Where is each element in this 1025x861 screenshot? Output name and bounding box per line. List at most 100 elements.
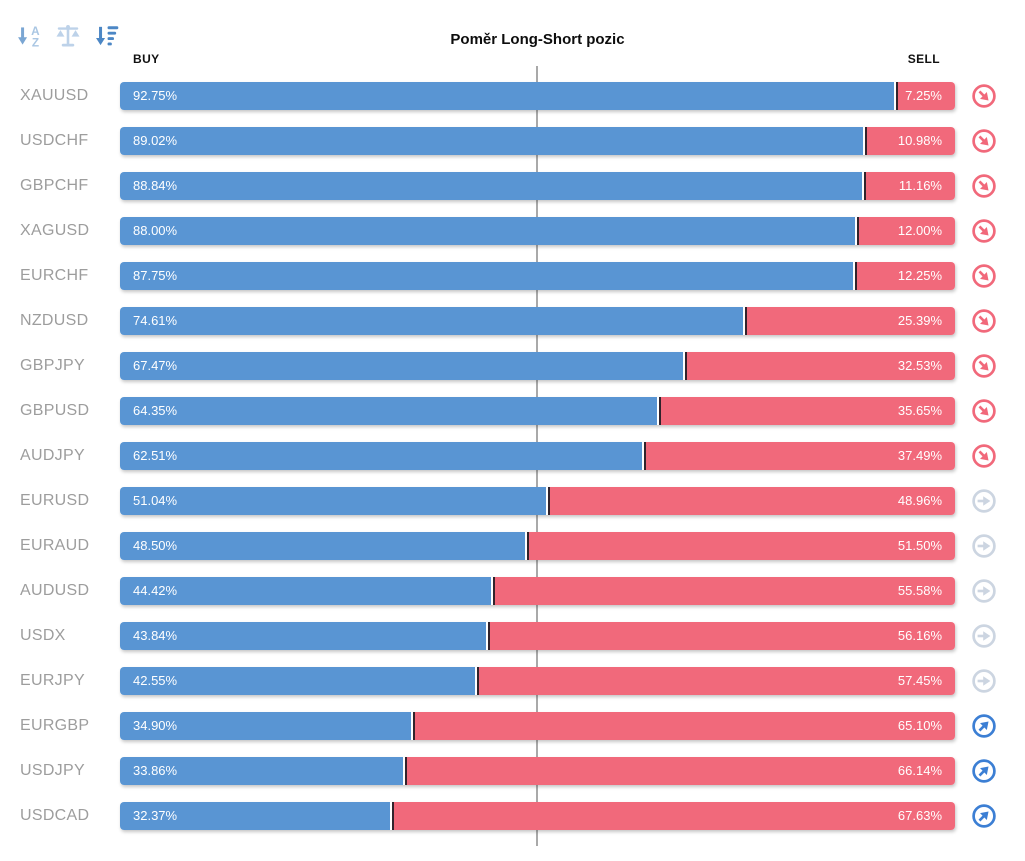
trend-up-icon — [972, 713, 996, 738]
sell-bar: 7.25% — [896, 81, 955, 110]
sort-alphabetical-icon: A Z — [18, 25, 40, 49]
instrument-row: USDJPY 33.86% 66.14% — [0, 748, 1025, 793]
buy-bar: 51.04% — [120, 486, 547, 515]
trend-neutral-icon — [972, 668, 996, 693]
long-short-bar: 33.86% 66.14% — [120, 756, 955, 785]
trend-indicator — [971, 443, 997, 469]
sell-bar: 12.00% — [856, 216, 955, 245]
instrument-row: XAGUSD 88.00% 12.00% — [0, 208, 1025, 253]
sort-amount-descending-icon — [96, 26, 119, 46]
sell-percent-label: 32.53% — [897, 358, 942, 373]
instrument-symbol: USDCAD — [20, 806, 90, 824]
long-short-bar: 87.75% 12.25% — [120, 261, 955, 290]
buy-bar: 74.61% — [120, 306, 743, 335]
trend-indicator — [971, 83, 997, 109]
buy-percent-label: 43.84% — [133, 628, 178, 643]
instrument-row: NZDUSD 74.61% 25.39% — [0, 298, 1025, 343]
sell-percent-label: 35.65% — [897, 403, 942, 418]
buy-bar: 48.50% — [120, 531, 525, 560]
long-short-bar: 32.37% 67.63% — [120, 801, 955, 830]
svg-text:Z: Z — [32, 37, 39, 49]
sell-percent-label: 10.98% — [897, 133, 942, 148]
instrument-row: EURGBP 34.90% 65.10% — [0, 703, 1025, 748]
buy-percent-label: 88.84% — [133, 178, 178, 193]
trend-indicator — [971, 128, 997, 154]
instrument-row: AUDJPY 62.51% 37.49% — [0, 433, 1025, 478]
trend-down-icon — [972, 353, 996, 378]
instrument-symbol: XAGUSD — [20, 221, 90, 239]
instrument-symbol: USDJPY — [20, 761, 85, 779]
trend-indicator — [971, 173, 997, 199]
sort-alphabetical-button[interactable]: A Z — [13, 22, 45, 50]
trend-indicator — [971, 578, 997, 604]
buy-percent-label: 62.51% — [133, 448, 178, 463]
sell-bar: 37.49% — [643, 441, 955, 470]
buy-percent-label: 42.55% — [133, 673, 178, 688]
column-header: BUY SELL — [120, 52, 955, 66]
trend-indicator — [971, 713, 997, 739]
trend-indicator — [971, 398, 997, 424]
buy-bar: 43.84% — [120, 621, 487, 650]
buy-bar: 32.37% — [120, 801, 391, 830]
sell-percent-label: 25.39% — [897, 313, 942, 328]
buy-bar: 88.00% — [120, 216, 855, 245]
long-short-bar: 51.04% 48.96% — [120, 486, 955, 515]
trend-indicator — [971, 533, 997, 559]
buy-percent-label: 87.75% — [133, 268, 178, 283]
instrument-symbol: USDX — [20, 626, 66, 644]
instrument-symbol: GBPUSD — [20, 401, 90, 419]
trend-neutral-icon — [972, 533, 996, 558]
buy-percent-label: 64.35% — [133, 403, 178, 418]
trend-indicator — [971, 758, 997, 784]
instrument-symbol: EURJPY — [20, 671, 85, 689]
buy-percent-label: 88.00% — [133, 223, 178, 238]
instrument-row: USDCAD 32.37% 67.63% — [0, 793, 1025, 838]
instrument-symbol: EURGBP — [20, 716, 90, 734]
buy-percent-label: 34.90% — [133, 718, 178, 733]
buy-column-label: BUY — [133, 52, 160, 66]
buy-bar: 87.75% — [120, 261, 853, 290]
buy-bar: 89.02% — [120, 126, 864, 155]
trend-down-icon — [972, 443, 996, 468]
sell-percent-label: 7.25% — [905, 88, 942, 103]
trend-neutral-icon — [972, 623, 996, 648]
instrument-symbol: NZDUSD — [20, 311, 89, 329]
sell-bar: 10.98% — [865, 126, 955, 155]
trend-down-icon — [972, 263, 996, 288]
buy-bar: 62.51% — [120, 441, 642, 470]
buy-bar: 42.55% — [120, 666, 476, 695]
long-short-bar: 34.90% 65.10% — [120, 711, 955, 740]
trend-down-icon — [972, 398, 996, 423]
sell-percent-label: 12.25% — [897, 268, 942, 283]
balance-scale-button[interactable] — [52, 22, 84, 50]
long-short-bar: 64.35% 35.65% — [120, 396, 955, 425]
buy-percent-label: 51.04% — [133, 493, 178, 508]
instrument-row: EURCHF 87.75% 12.25% — [0, 253, 1025, 298]
buy-bar: 88.84% — [120, 171, 862, 200]
sell-bar: 56.16% — [488, 621, 955, 650]
buy-bar: 67.47% — [120, 351, 684, 380]
buy-bar: 33.86% — [120, 756, 403, 785]
sort-amount-descending-button[interactable] — [91, 22, 123, 50]
trend-down-icon — [972, 128, 996, 153]
long-short-bar: 89.02% 10.98% — [120, 126, 955, 155]
instrument-symbol: GBPCHF — [20, 176, 89, 194]
trend-neutral-icon — [972, 488, 996, 513]
buy-bar: 34.90% — [120, 711, 412, 740]
sell-bar: 65.10% — [413, 711, 955, 740]
sell-percent-label: 57.45% — [897, 673, 942, 688]
instrument-symbol: AUDUSD — [20, 581, 90, 599]
instrument-row: XAUUSD 92.75% 7.25% — [0, 73, 1025, 118]
sell-percent-label: 37.49% — [897, 448, 942, 463]
instrument-symbol: EURCHF — [20, 266, 89, 284]
trend-down-icon — [972, 308, 996, 333]
sell-percent-label: 11.16% — [898, 178, 942, 193]
trend-down-icon — [972, 83, 996, 108]
sell-bar: 11.16% — [863, 171, 955, 200]
instrument-row: GBPJPY 67.47% 32.53% — [0, 343, 1025, 388]
instrument-row: EURUSD 51.04% 48.96% — [0, 478, 1025, 523]
instrument-symbol: EURUSD — [20, 491, 90, 509]
instrument-row: GBPUSD 64.35% 35.65% — [0, 388, 1025, 433]
trend-indicator — [971, 353, 997, 379]
buy-percent-label: 33.86% — [133, 763, 178, 778]
